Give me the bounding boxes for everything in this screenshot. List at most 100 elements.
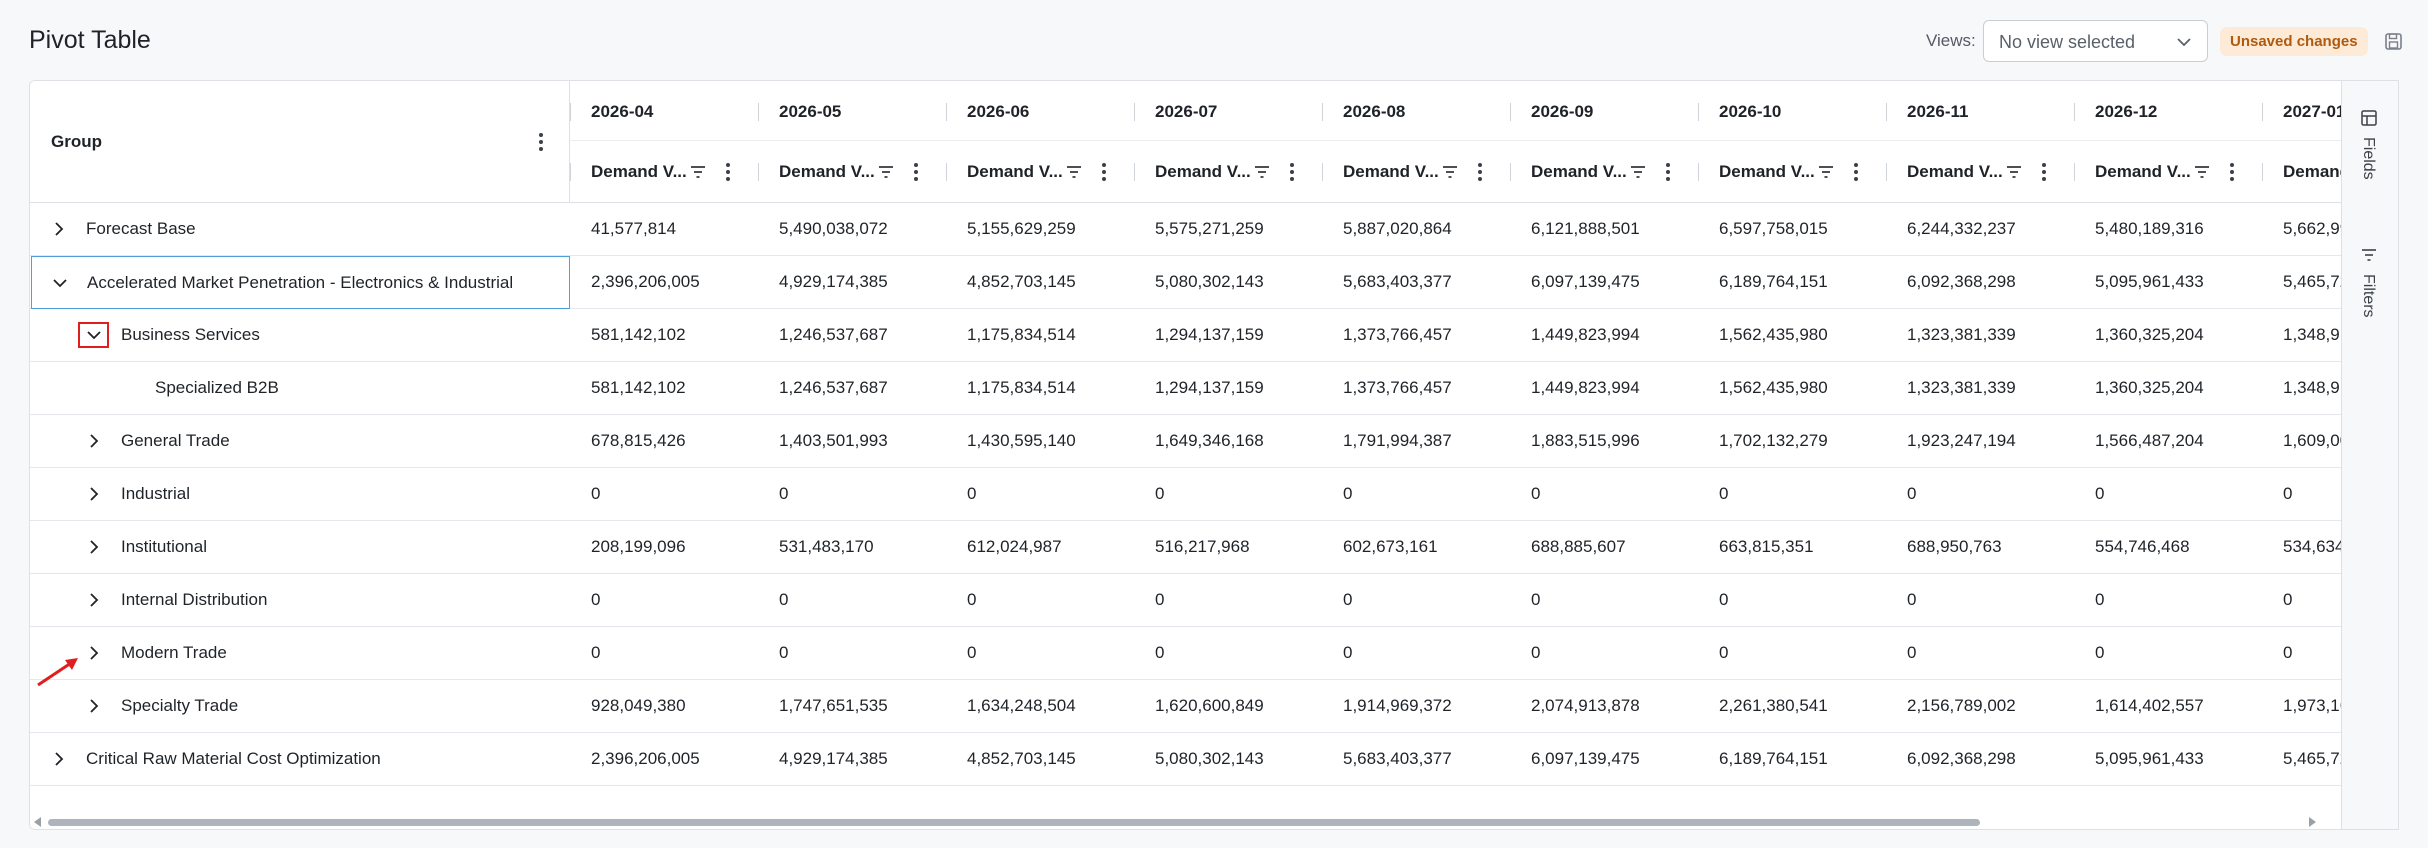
table-row[interactable]: Forecast Base 41,577,814 5,490,038,072 5,15… bbox=[30, 203, 2370, 256]
value-cell[interactable]: 0 bbox=[1343, 590, 1353, 609]
value-cell[interactable]: 6,092,368,298 bbox=[1907, 749, 2016, 768]
value-cell[interactable]: 581,142,102 bbox=[591, 325, 686, 344]
group-cell[interactable]: Modern Trade bbox=[30, 627, 570, 680]
value-cell[interactable]: 1,914,969,372 bbox=[1343, 696, 1452, 715]
column-separator[interactable] bbox=[2074, 103, 2075, 121]
value-cell[interactable]: 1,360,325,204 bbox=[2095, 325, 2204, 344]
measure-header-cell[interactable]: Demand V... bbox=[1134, 141, 1322, 203]
value-cell[interactable]: 0 bbox=[1155, 484, 1165, 503]
group-menu-icon[interactable] bbox=[538, 133, 544, 151]
value-cell[interactable]: 0 bbox=[2095, 643, 2105, 662]
value-cell[interactable]: 5,080,302,143 bbox=[1155, 272, 1264, 291]
column-separator[interactable] bbox=[1510, 103, 1511, 121]
value-cell[interactable]: 678,815,426 bbox=[591, 431, 686, 450]
filter-icon[interactable] bbox=[1253, 163, 1271, 181]
value-cell[interactable]: 602,673,161 bbox=[1343, 537, 1438, 556]
value-cell[interactable]: 2,396,206,005 bbox=[591, 749, 700, 768]
column-separator[interactable] bbox=[570, 163, 571, 181]
value-cell[interactable]: 4,929,174,385 bbox=[779, 749, 888, 768]
value-cell[interactable]: 0 bbox=[1531, 643, 1541, 662]
value-cell[interactable]: 0 bbox=[591, 484, 601, 503]
chevron-right-icon[interactable] bbox=[50, 750, 68, 768]
value-cell[interactable]: 0 bbox=[591, 590, 601, 609]
measure-header-cell[interactable]: Demand V... bbox=[1886, 141, 2074, 203]
column-separator[interactable] bbox=[1698, 163, 1699, 181]
group-cell[interactable]: Specialized B2B bbox=[30, 362, 570, 415]
value-cell[interactable]: 208,199,096 bbox=[591, 537, 686, 556]
value-cell[interactable]: 1,323,381,339 bbox=[1907, 378, 2016, 397]
chevron-right-icon[interactable] bbox=[85, 697, 103, 715]
value-cell[interactable]: 6,597,758,015 bbox=[1719, 219, 1828, 238]
value-cell[interactable]: 1,562,435,980 bbox=[1719, 325, 1828, 344]
horizontal-scrollbar[interactable] bbox=[30, 813, 2370, 829]
column-separator[interactable] bbox=[1886, 163, 1887, 181]
value-cell[interactable]: 5,683,403,377 bbox=[1343, 272, 1452, 291]
value-cell[interactable]: 0 bbox=[779, 590, 789, 609]
value-cell[interactable]: 6,121,888,501 bbox=[1531, 219, 1640, 238]
measure-header-cell[interactable]: Demand V... bbox=[758, 141, 946, 203]
column-menu-icon[interactable] bbox=[1101, 163, 1107, 181]
value-cell[interactable]: 1,373,766,457 bbox=[1343, 378, 1452, 397]
scrollbar-thumb[interactable] bbox=[48, 819, 1980, 826]
column-menu-icon[interactable] bbox=[2041, 163, 2047, 181]
measure-header-cell[interactable]: Demand V... bbox=[1322, 141, 1510, 203]
scroll-left-icon[interactable] bbox=[34, 817, 41, 827]
value-cell[interactable]: 1,403,501,993 bbox=[779, 431, 888, 450]
filter-icon[interactable] bbox=[1441, 163, 1459, 181]
column-menu-icon[interactable] bbox=[1289, 163, 1295, 181]
value-cell[interactable]: 6,244,332,237 bbox=[1907, 219, 2016, 238]
value-cell[interactable]: 2,074,913,878 bbox=[1531, 696, 1640, 715]
group-cell[interactable]: Critical Raw Material Cost Optimization bbox=[30, 733, 570, 786]
table-row[interactable]: Institutional 208,199,096 531,483,170 612,0… bbox=[30, 521, 2370, 574]
filter-icon[interactable] bbox=[1065, 163, 1083, 181]
filter-icon[interactable] bbox=[2193, 163, 2211, 181]
value-cell[interactable]: 1,175,834,514 bbox=[967, 325, 1076, 344]
value-cell[interactable]: 0 bbox=[1343, 643, 1353, 662]
column-separator[interactable] bbox=[2074, 163, 2075, 181]
chevron-down-icon[interactable] bbox=[85, 326, 103, 344]
value-cell[interactable]: 6,092,368,298 bbox=[1907, 272, 2016, 291]
value-cell[interactable]: 1,649,346,168 bbox=[1155, 431, 1264, 450]
table-row[interactable]: Specialized B2B 581,142,102 1,246,537,687 1… bbox=[30, 362, 2370, 415]
value-cell[interactable]: 0 bbox=[967, 643, 977, 662]
value-cell[interactable]: 0 bbox=[1531, 484, 1541, 503]
value-cell[interactable]: 612,024,987 bbox=[967, 537, 1062, 556]
value-cell[interactable]: 0 bbox=[1719, 484, 1729, 503]
value-cell[interactable]: 0 bbox=[967, 590, 977, 609]
column-separator[interactable] bbox=[1322, 163, 1323, 181]
chevron-right-icon[interactable] bbox=[85, 538, 103, 556]
value-cell[interactable]: 0 bbox=[1719, 590, 1729, 609]
value-cell[interactable]: 5,155,629,259 bbox=[967, 219, 1076, 238]
filter-icon[interactable] bbox=[1629, 163, 1647, 181]
value-cell[interactable]: 0 bbox=[779, 643, 789, 662]
fields-tab[interactable]: Fields bbox=[2342, 109, 2398, 209]
value-cell[interactable]: 531,483,170 bbox=[779, 537, 874, 556]
value-cell[interactable]: 2,261,380,541 bbox=[1719, 696, 1828, 715]
column-separator[interactable] bbox=[1134, 163, 1135, 181]
group-cell[interactable]: Accelerated Market Penetration - Electro… bbox=[31, 256, 570, 309]
value-cell[interactable]: 0 bbox=[1907, 484, 1917, 503]
column-separator[interactable] bbox=[1322, 103, 1323, 121]
value-cell[interactable]: 0 bbox=[1907, 590, 1917, 609]
value-cell[interactable]: 0 bbox=[591, 643, 601, 662]
group-cell[interactable]: Business Services bbox=[30, 309, 570, 362]
value-cell[interactable]: 4,929,174,385 bbox=[779, 272, 888, 291]
value-cell[interactable]: 5,490,038,072 bbox=[779, 219, 888, 238]
value-cell[interactable]: 0 bbox=[1155, 643, 1165, 662]
value-cell[interactable]: 663,815,351 bbox=[1719, 537, 1814, 556]
value-cell[interactable]: 6,189,764,151 bbox=[1719, 272, 1828, 291]
filters-tab[interactable]: Filters bbox=[2342, 246, 2398, 356]
filter-icon[interactable] bbox=[1817, 163, 1835, 181]
value-cell[interactable]: 1,449,823,994 bbox=[1531, 325, 1640, 344]
value-cell[interactable]: 1,246,537,687 bbox=[779, 378, 888, 397]
value-cell[interactable]: 4,852,703,145 bbox=[967, 749, 1076, 768]
group-cell[interactable]: Institutional bbox=[30, 521, 570, 574]
value-cell[interactable]: 5,095,961,433 bbox=[2095, 749, 2204, 768]
value-cell[interactable]: 688,950,763 bbox=[1907, 537, 2002, 556]
column-separator[interactable] bbox=[1698, 103, 1699, 121]
table-row[interactable]: Specialty Trade 928,049,380 1,747,651,535 1… bbox=[30, 680, 2370, 733]
column-separator[interactable] bbox=[570, 103, 571, 121]
value-cell[interactable]: 1,702,132,279 bbox=[1719, 431, 1828, 450]
value-cell[interactable]: 1,294,137,159 bbox=[1155, 325, 1264, 344]
column-separator[interactable] bbox=[2262, 103, 2263, 121]
